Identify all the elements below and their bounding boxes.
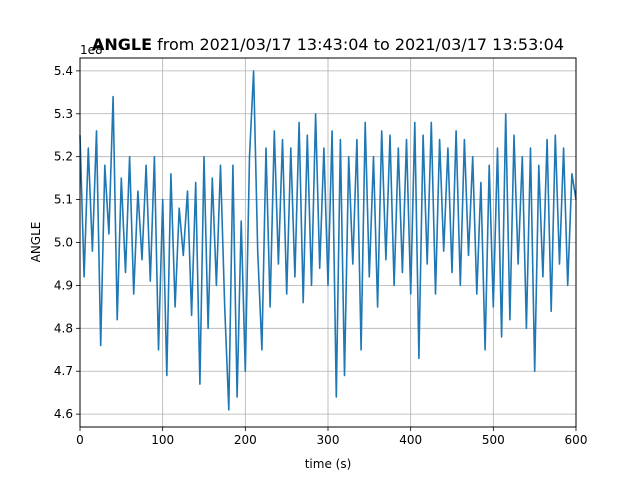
series-line <box>79 70 577 411</box>
y-tick-label: 5.1 <box>54 193 73 207</box>
tick-marks: 0 100 200 300 400 500 600 4.6 4.7 4.8 4.9 5.0 5.1 5.2… <box>54 64 588 447</box>
x-axis-label: time (s) <box>305 457 352 471</box>
x-tick-label: 200 <box>234 433 257 447</box>
chart-title-bold: ANGLE <box>92 35 152 54</box>
x-tick-label: 0 <box>76 433 84 447</box>
y-tick-label: 4.6 <box>54 407 73 421</box>
y-offset-label: 1e8 <box>80 43 103 57</box>
x-tick-label: 400 <box>399 433 422 447</box>
y-tick-label: 5.4 <box>54 64 73 78</box>
x-tick-label: 100 <box>151 433 174 447</box>
x-tick-label: 300 <box>317 433 340 447</box>
chart-title-rest: from 2021/03/17 13:43:04 to 2021/03/17 1… <box>152 35 564 54</box>
y-tick-label: 5.3 <box>54 107 73 121</box>
y-tick-label: 5.0 <box>54 236 73 250</box>
y-tick-label: 5.2 <box>54 150 73 164</box>
y-axis-label: ANGLE <box>29 222 43 263</box>
x-tick-label: 600 <box>565 433 588 447</box>
y-tick-label: 4.8 <box>54 321 73 335</box>
chart-title: ANGLE from 2021/03/17 13:43:04 to 2021/0… <box>92 35 564 54</box>
y-tick-label: 4.7 <box>54 364 73 378</box>
x-tick-label: 500 <box>482 433 505 447</box>
y-tick-label: 4.9 <box>54 278 73 292</box>
data-layer <box>79 70 577 411</box>
